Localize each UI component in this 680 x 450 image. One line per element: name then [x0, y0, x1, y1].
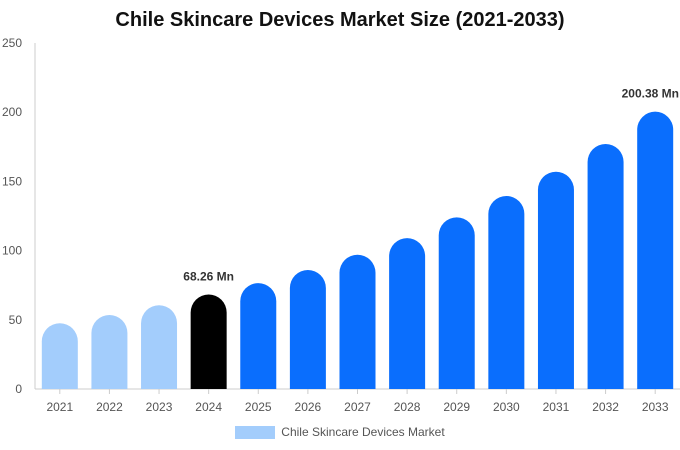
bar-2023 — [141, 305, 178, 389]
x-tick-label: 2031 — [543, 400, 570, 414]
x-tick-label: 2028 — [394, 400, 421, 414]
bar-2025 — [240, 283, 277, 389]
bar-2024 — [190, 294, 227, 389]
legend-swatch — [235, 425, 276, 439]
y-tick-label: 150 — [2, 174, 22, 188]
y-tick-label: 250 — [2, 36, 22, 50]
bar-2029 — [438, 217, 475, 389]
x-tick-label: 2029 — [443, 400, 470, 414]
x-tick-label: 2027 — [344, 400, 371, 414]
x-tick-label: 2022 — [96, 400, 123, 414]
x-tick-label: 2021 — [46, 400, 73, 414]
x-tick-label: 2030 — [493, 400, 520, 414]
chart-legend: Chile Skincare Devices Market — [0, 425, 680, 439]
bar-2021 — [41, 323, 78, 389]
x-tick-label: 2032 — [592, 400, 619, 414]
data-label-2024: 68.26 Mn — [183, 270, 234, 284]
bar-2022 — [91, 314, 128, 389]
bar-2028 — [389, 238, 426, 389]
bar-2026 — [289, 269, 326, 389]
bar-2030 — [488, 195, 525, 389]
bar-2027 — [339, 254, 376, 389]
legend-label: Chile Skincare Devices Market — [281, 425, 445, 439]
y-tick-label: 200 — [2, 105, 22, 119]
bar-2033 — [637, 111, 674, 390]
x-tick-label: 2024 — [195, 400, 222, 414]
chart-title: Chile Skincare Devices Market Size (2021… — [115, 9, 565, 31]
y-tick-label: 50 — [9, 313, 23, 327]
bar-2032 — [587, 144, 624, 389]
data-label-2033: 200.38 Mn — [622, 87, 679, 101]
bar-2031 — [537, 171, 574, 389]
x-tick-label: 2023 — [146, 400, 173, 414]
y-tick-label: 0 — [15, 382, 22, 396]
x-tick-label: 2033 — [642, 400, 669, 414]
x-tick-label: 2026 — [295, 400, 322, 414]
x-tick-label: 2025 — [245, 400, 272, 414]
y-tick-label: 100 — [2, 244, 22, 258]
